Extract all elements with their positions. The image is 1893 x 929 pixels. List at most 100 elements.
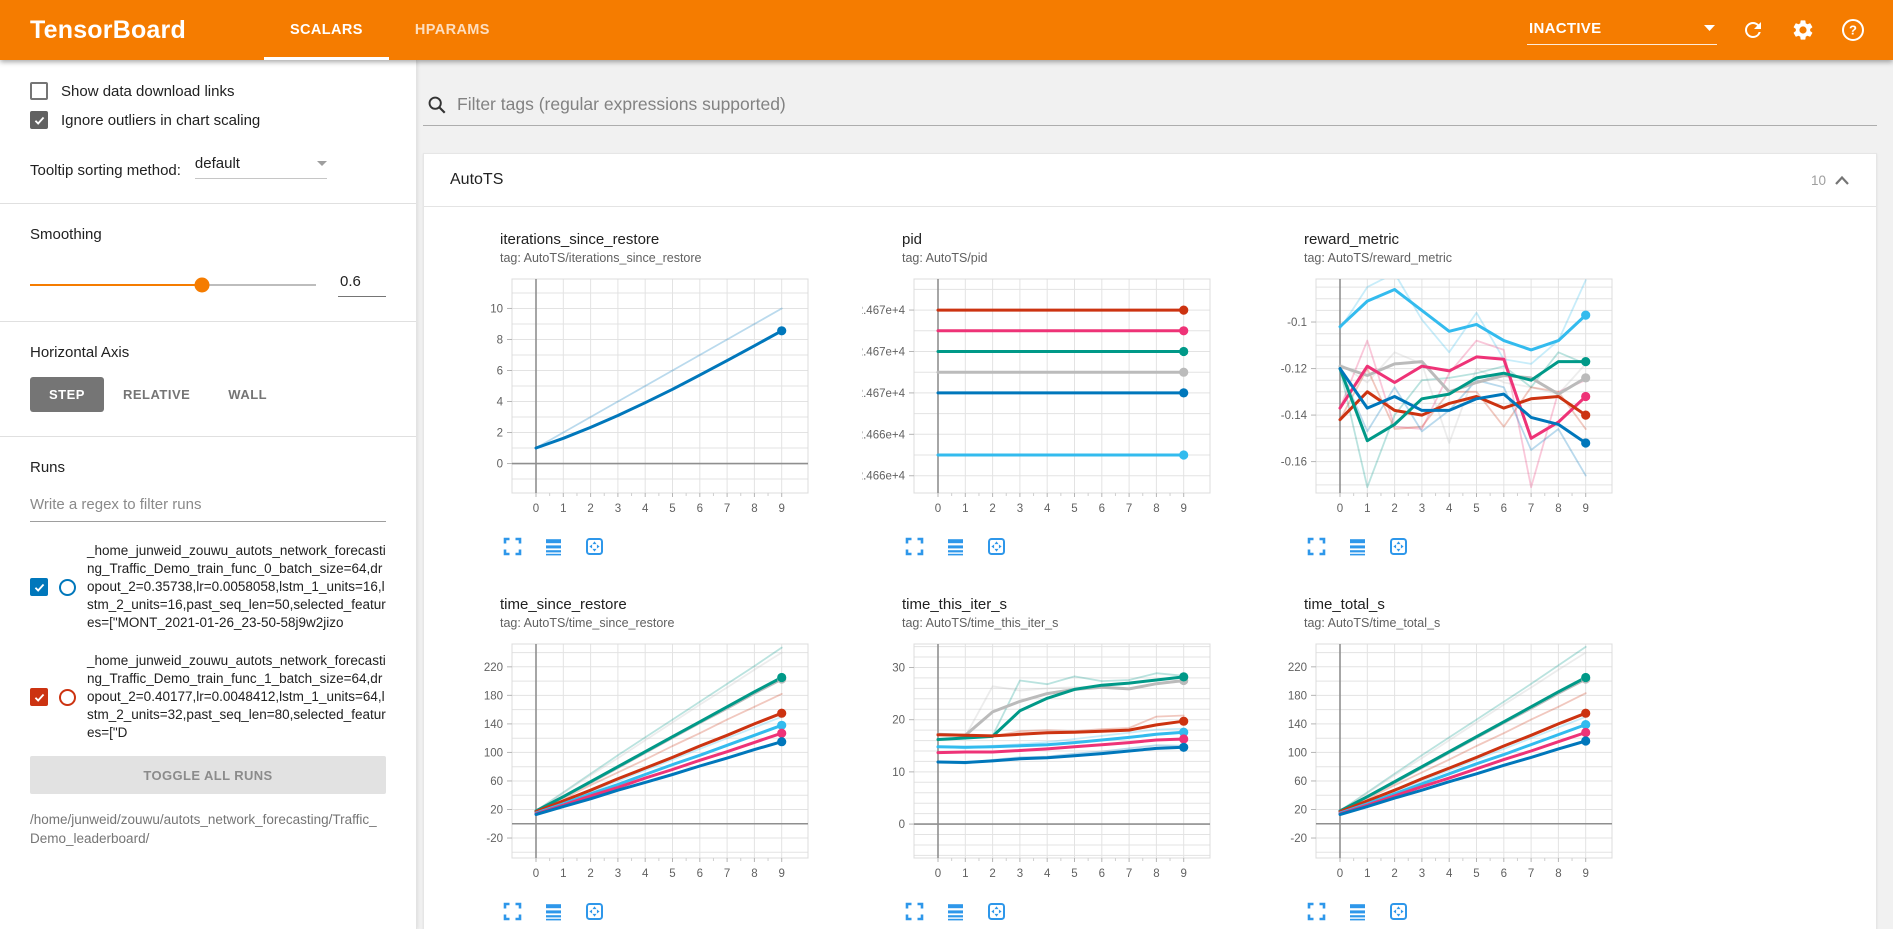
tab-hparams[interactable]: HPARAMS [414, 22, 490, 38]
runs-section: Runs _home_junweid_zouwu_autots_network_… [0, 437, 416, 848]
expand-icon [503, 537, 521, 555]
chart-tag: tag: AutoTS/iterations_since_restore [500, 251, 702, 265]
svg-text:6: 6 [1501, 868, 1507, 880]
log-scale-button[interactable] [1345, 534, 1369, 558]
fit-domain-button[interactable] [1386, 534, 1410, 558]
svg-text:2.467e+4: 2.467e+4 [862, 305, 906, 317]
fit-domain-button[interactable] [984, 534, 1008, 558]
checkbox-label: Show data download links [61, 82, 235, 100]
svg-text:20: 20 [1294, 805, 1307, 817]
fit-domain-button[interactable] [582, 534, 606, 558]
svg-text:0: 0 [497, 459, 503, 471]
svg-text:6: 6 [497, 366, 503, 378]
expand-button[interactable] [1304, 899, 1328, 923]
svg-text:3: 3 [1017, 868, 1023, 880]
chart-tag: tag: AutoTS/time_this_iter_s [902, 616, 1059, 630]
svg-text:1: 1 [1364, 868, 1370, 880]
axis-wall-button[interactable]: WALL [209, 377, 286, 412]
tag-filter-input[interactable] [457, 94, 1875, 115]
checkbox-icon[interactable] [30, 82, 48, 100]
axis-step-button[interactable]: STEP [30, 377, 104, 412]
svg-text:6: 6 [1501, 503, 1507, 515]
expand-icon [1307, 537, 1325, 555]
chart-plot[interactable]: 30 20 10 0 0 1 2 3 4 5 6 7 8 9 [862, 638, 1224, 888]
expand-button[interactable] [902, 534, 926, 558]
svg-text:2.467e+4: 2.467e+4 [862, 388, 906, 400]
svg-text:-20: -20 [486, 833, 503, 845]
tooltip-sorting-dropdown[interactable]: default [194, 155, 327, 179]
svg-text:20: 20 [490, 805, 503, 817]
log-scale-button[interactable] [943, 534, 967, 558]
fit-domain-icon [585, 537, 603, 555]
run-name: _home_junweid_zouwu_autots_network_forec… [87, 543, 386, 630]
chevron-down-icon [1704, 25, 1715, 31]
log-scale-button[interactable] [541, 534, 565, 558]
tag-filter-bar [423, 90, 1877, 126]
log-scale-button[interactable] [943, 899, 967, 923]
expand-button[interactable] [500, 899, 524, 923]
svg-text:3: 3 [615, 503, 621, 515]
axis-relative-button[interactable]: RELATIVE [104, 377, 209, 412]
tab-scalars[interactable]: SCALARS [263, 0, 389, 60]
svg-text:7: 7 [1528, 503, 1534, 515]
smoothing-slider[interactable] [30, 277, 316, 293]
run-item[interactable]: _home_junweid_zouwu_autots_network_forec… [30, 542, 386, 632]
fit-domain-icon [585, 902, 603, 920]
tag-group-header[interactable]: AutoTS 10 [424, 154, 1876, 207]
ignore-outliers-checkbox-row[interactable]: Ignore outliers in chart scaling [30, 111, 386, 129]
show-download-links-checkbox-row[interactable]: Show data download links [30, 82, 386, 100]
chevron-up-icon[interactable] [1834, 175, 1850, 185]
tooltip-sorting-label: Tooltip sorting method: [30, 162, 181, 179]
chart-plot[interactable]: 2.467e+4 2.467e+4 2.467e+4 2.466e+4 2.466e+4… [857, 273, 1224, 523]
fit-domain-button[interactable] [1386, 899, 1410, 923]
expand-button[interactable] [902, 899, 926, 923]
checkbox-icon[interactable] [30, 111, 48, 129]
svg-text:8: 8 [751, 503, 757, 515]
refresh-button[interactable] [1739, 16, 1767, 44]
svg-text:20: 20 [892, 715, 905, 727]
app-header: TensorBoard SCALARS HPARAMS INACTIVE ? [0, 0, 1893, 60]
expand-icon [1307, 902, 1325, 920]
fit-domain-icon [987, 902, 1005, 920]
svg-text:0: 0 [1337, 503, 1343, 515]
run-item[interactable]: _home_junweid_zouwu_autots_network_forec… [30, 652, 386, 742]
run-radio[interactable] [59, 688, 76, 706]
fit-domain-button[interactable] [582, 899, 606, 923]
expand-button[interactable] [1304, 534, 1328, 558]
status-dropdown[interactable]: INACTIVE [1527, 16, 1717, 45]
chart-toolbar [500, 899, 832, 923]
settings-button[interactable] [1789, 16, 1817, 44]
chevron-down-icon [316, 161, 327, 166]
run-checkbox[interactable] [30, 578, 48, 596]
log-scale-icon [545, 903, 561, 920]
svg-text:1: 1 [560, 868, 566, 880]
run-checkbox[interactable] [30, 688, 48, 706]
svg-text:2: 2 [989, 868, 995, 880]
svg-text:-0.16: -0.16 [1281, 457, 1307, 469]
search-icon [428, 96, 446, 113]
chart-plot[interactable]: -0.1 -0.12 -0.14 -0.16 0 1 2 3 4 5 6 7 8 9 [1264, 273, 1626, 523]
smoothing-value[interactable]: 0.6 [338, 273, 386, 297]
chart-plot[interactable]: 220 180 140 100 60 20 -20 0 1 2 3 4 5 6 7 8 9 [1264, 638, 1626, 888]
slider-thumb[interactable] [194, 277, 210, 293]
fit-domain-button[interactable] [984, 899, 1008, 923]
chart-plot[interactable]: 10 8 6 4 2 0 0 1 2 3 4 5 6 7 8 9 [460, 273, 822, 523]
toggle-all-runs-button[interactable]: TOGGLE ALL RUNS [30, 756, 386, 794]
help-button[interactable]: ? [1839, 16, 1867, 44]
log-scale-button[interactable] [541, 899, 565, 923]
chart-toolbar [1304, 899, 1636, 923]
svg-text:9: 9 [1180, 503, 1186, 515]
log-scale-button[interactable] [1345, 899, 1369, 923]
svg-text:4: 4 [642, 868, 649, 880]
run-radio[interactable] [59, 578, 76, 596]
app-title: TensorBoard [30, 15, 186, 44]
svg-text:8: 8 [1153, 868, 1159, 880]
svg-text:100: 100 [1288, 747, 1307, 759]
runs-filter-input[interactable] [30, 486, 386, 522]
expand-icon [905, 537, 923, 555]
svg-text:?: ? [1849, 23, 1857, 38]
chart-plot[interactable]: 220 180 140 100 60 20 -20 0 1 2 3 4 5 6 7 8 9 [460, 638, 822, 888]
log-scale-icon [545, 538, 561, 555]
expand-button[interactable] [500, 534, 524, 558]
